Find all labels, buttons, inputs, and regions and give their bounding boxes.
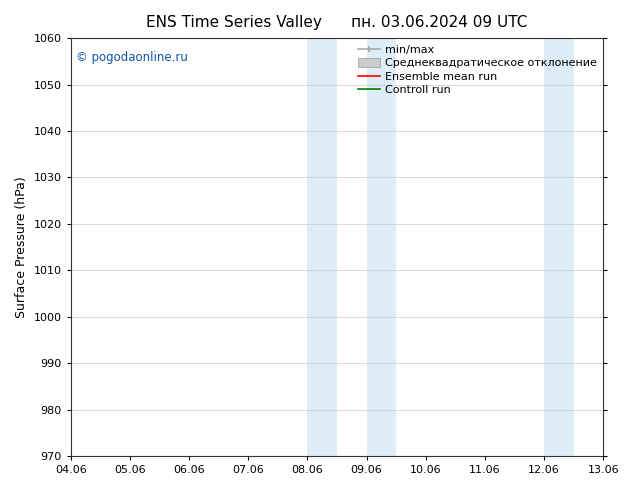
Bar xyxy=(544,38,574,456)
Text: © pogodaonline.ru: © pogodaonline.ru xyxy=(76,50,188,64)
Title: ENS Time Series Valley      пн. 03.06.2024 09 UTC: ENS Time Series Valley пн. 03.06.2024 09… xyxy=(146,15,527,30)
Y-axis label: Surface Pressure (hPa): Surface Pressure (hPa) xyxy=(15,176,28,318)
Bar xyxy=(603,38,633,456)
Bar xyxy=(307,38,337,456)
Legend: min/max, Среднеквадратическое отклонение, Ensemble mean run, Controll run: min/max, Среднеквадратическое отклонение… xyxy=(354,40,601,99)
Bar xyxy=(366,38,396,456)
